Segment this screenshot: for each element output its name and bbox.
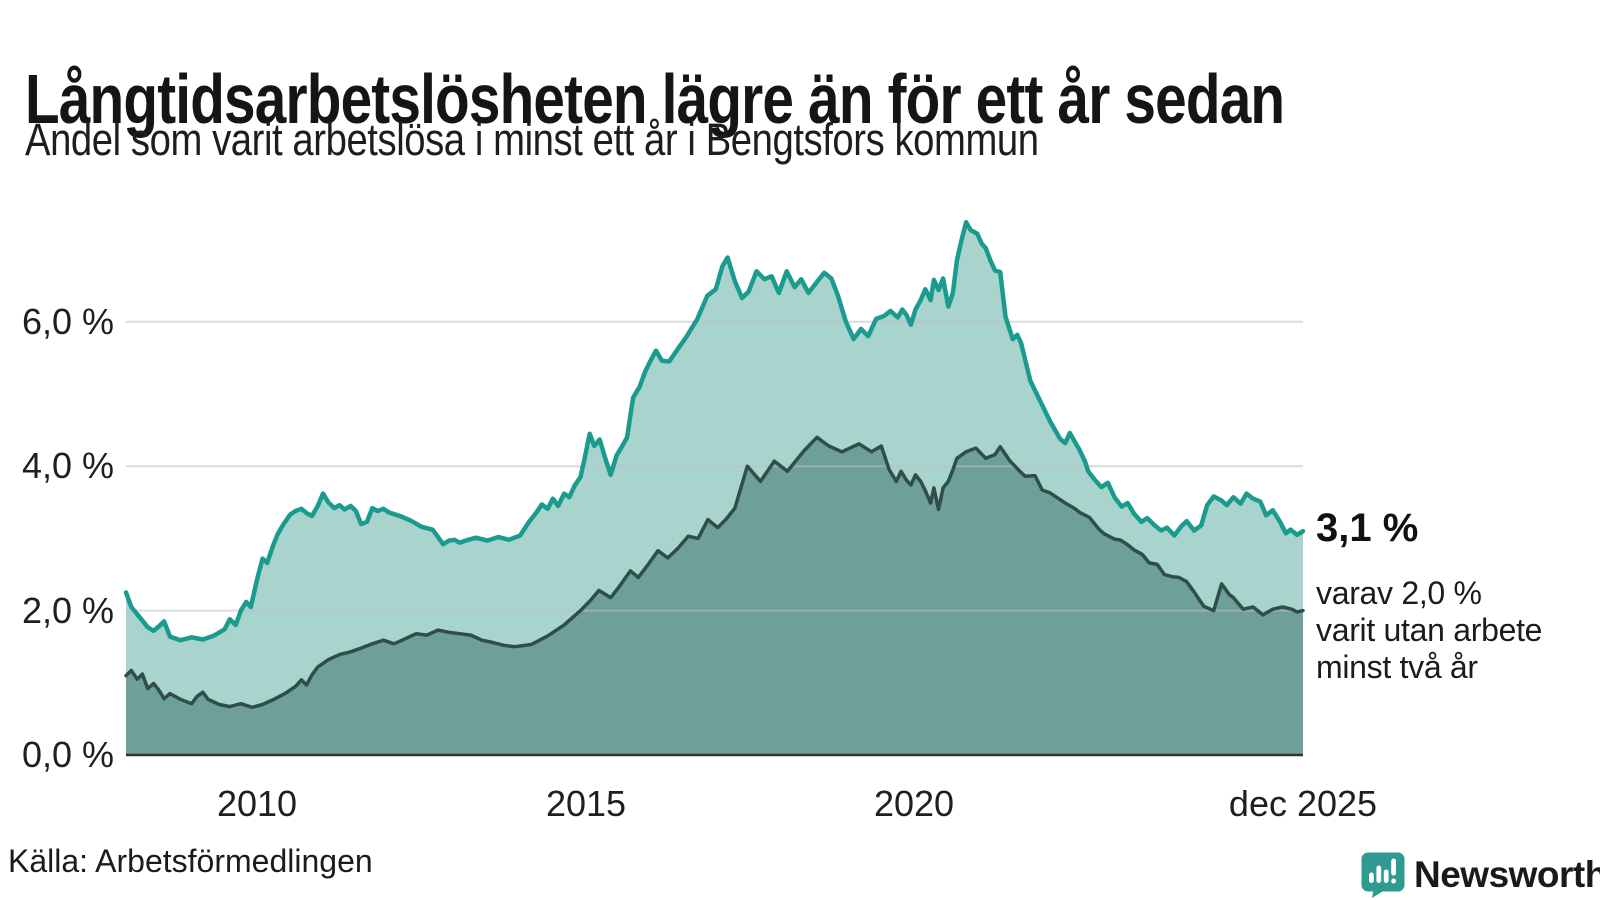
latest-value-label: 3,1 % bbox=[1316, 506, 1419, 550]
exclamation-bar-glyph bbox=[1391, 858, 1396, 876]
arbetslosa-minst-tva-ar-area bbox=[126, 437, 1303, 755]
y-tick-label: 6,0 % bbox=[21, 300, 114, 342]
x-tick-label: 2020 bbox=[873, 783, 955, 824]
x-tick-label: dec 2025 bbox=[1228, 783, 1378, 824]
latest-value-annotation: 3,1 % varav 2,0 % varit utan arbete mins… bbox=[1316, 506, 1596, 686]
annotation-line: varit utan arbete bbox=[1316, 612, 1543, 648]
latest-value-sublabel: varav 2,0 % varit utan arbete minst två … bbox=[1316, 575, 1596, 686]
annotation-line: minst två år bbox=[1316, 649, 1478, 685]
newsworthy-logo: Newsworthy bbox=[1360, 851, 1600, 898]
x-tick-label: 2015 bbox=[545, 783, 627, 824]
x-tick-label: 2010 bbox=[216, 783, 298, 824]
bar-glyph bbox=[1369, 872, 1374, 883]
exclamation-dot-glyph bbox=[1391, 878, 1396, 884]
arbetslosa-minst-ett-ar-line bbox=[123, 219, 1306, 643]
speech-bubble-shape bbox=[1361, 852, 1405, 898]
page-subtitle: Andel som varit arbetslösa i minst ett å… bbox=[25, 114, 1039, 165]
source-note: Källa: Arbetsförmedlingen bbox=[8, 843, 373, 879]
newsworthy-icon bbox=[1361, 852, 1405, 898]
bar-glyph bbox=[1383, 869, 1389, 883]
y-tick-label: 4,0 % bbox=[21, 445, 114, 487]
annotation-line: varav 2,0 % bbox=[1316, 575, 1482, 611]
page-title: Långtidsarbetslösheten lägre än för ett … bbox=[25, 59, 1285, 138]
newsworthy-wordmark: Newsworthy bbox=[1414, 853, 1600, 895]
bar-glyph bbox=[1376, 865, 1382, 883]
y-tick-label: 2,0 % bbox=[21, 589, 114, 631]
y-tick-label: 0,0 % bbox=[21, 734, 114, 775]
arbetslosa-minst-tva-ar-line bbox=[124, 435, 1305, 710]
